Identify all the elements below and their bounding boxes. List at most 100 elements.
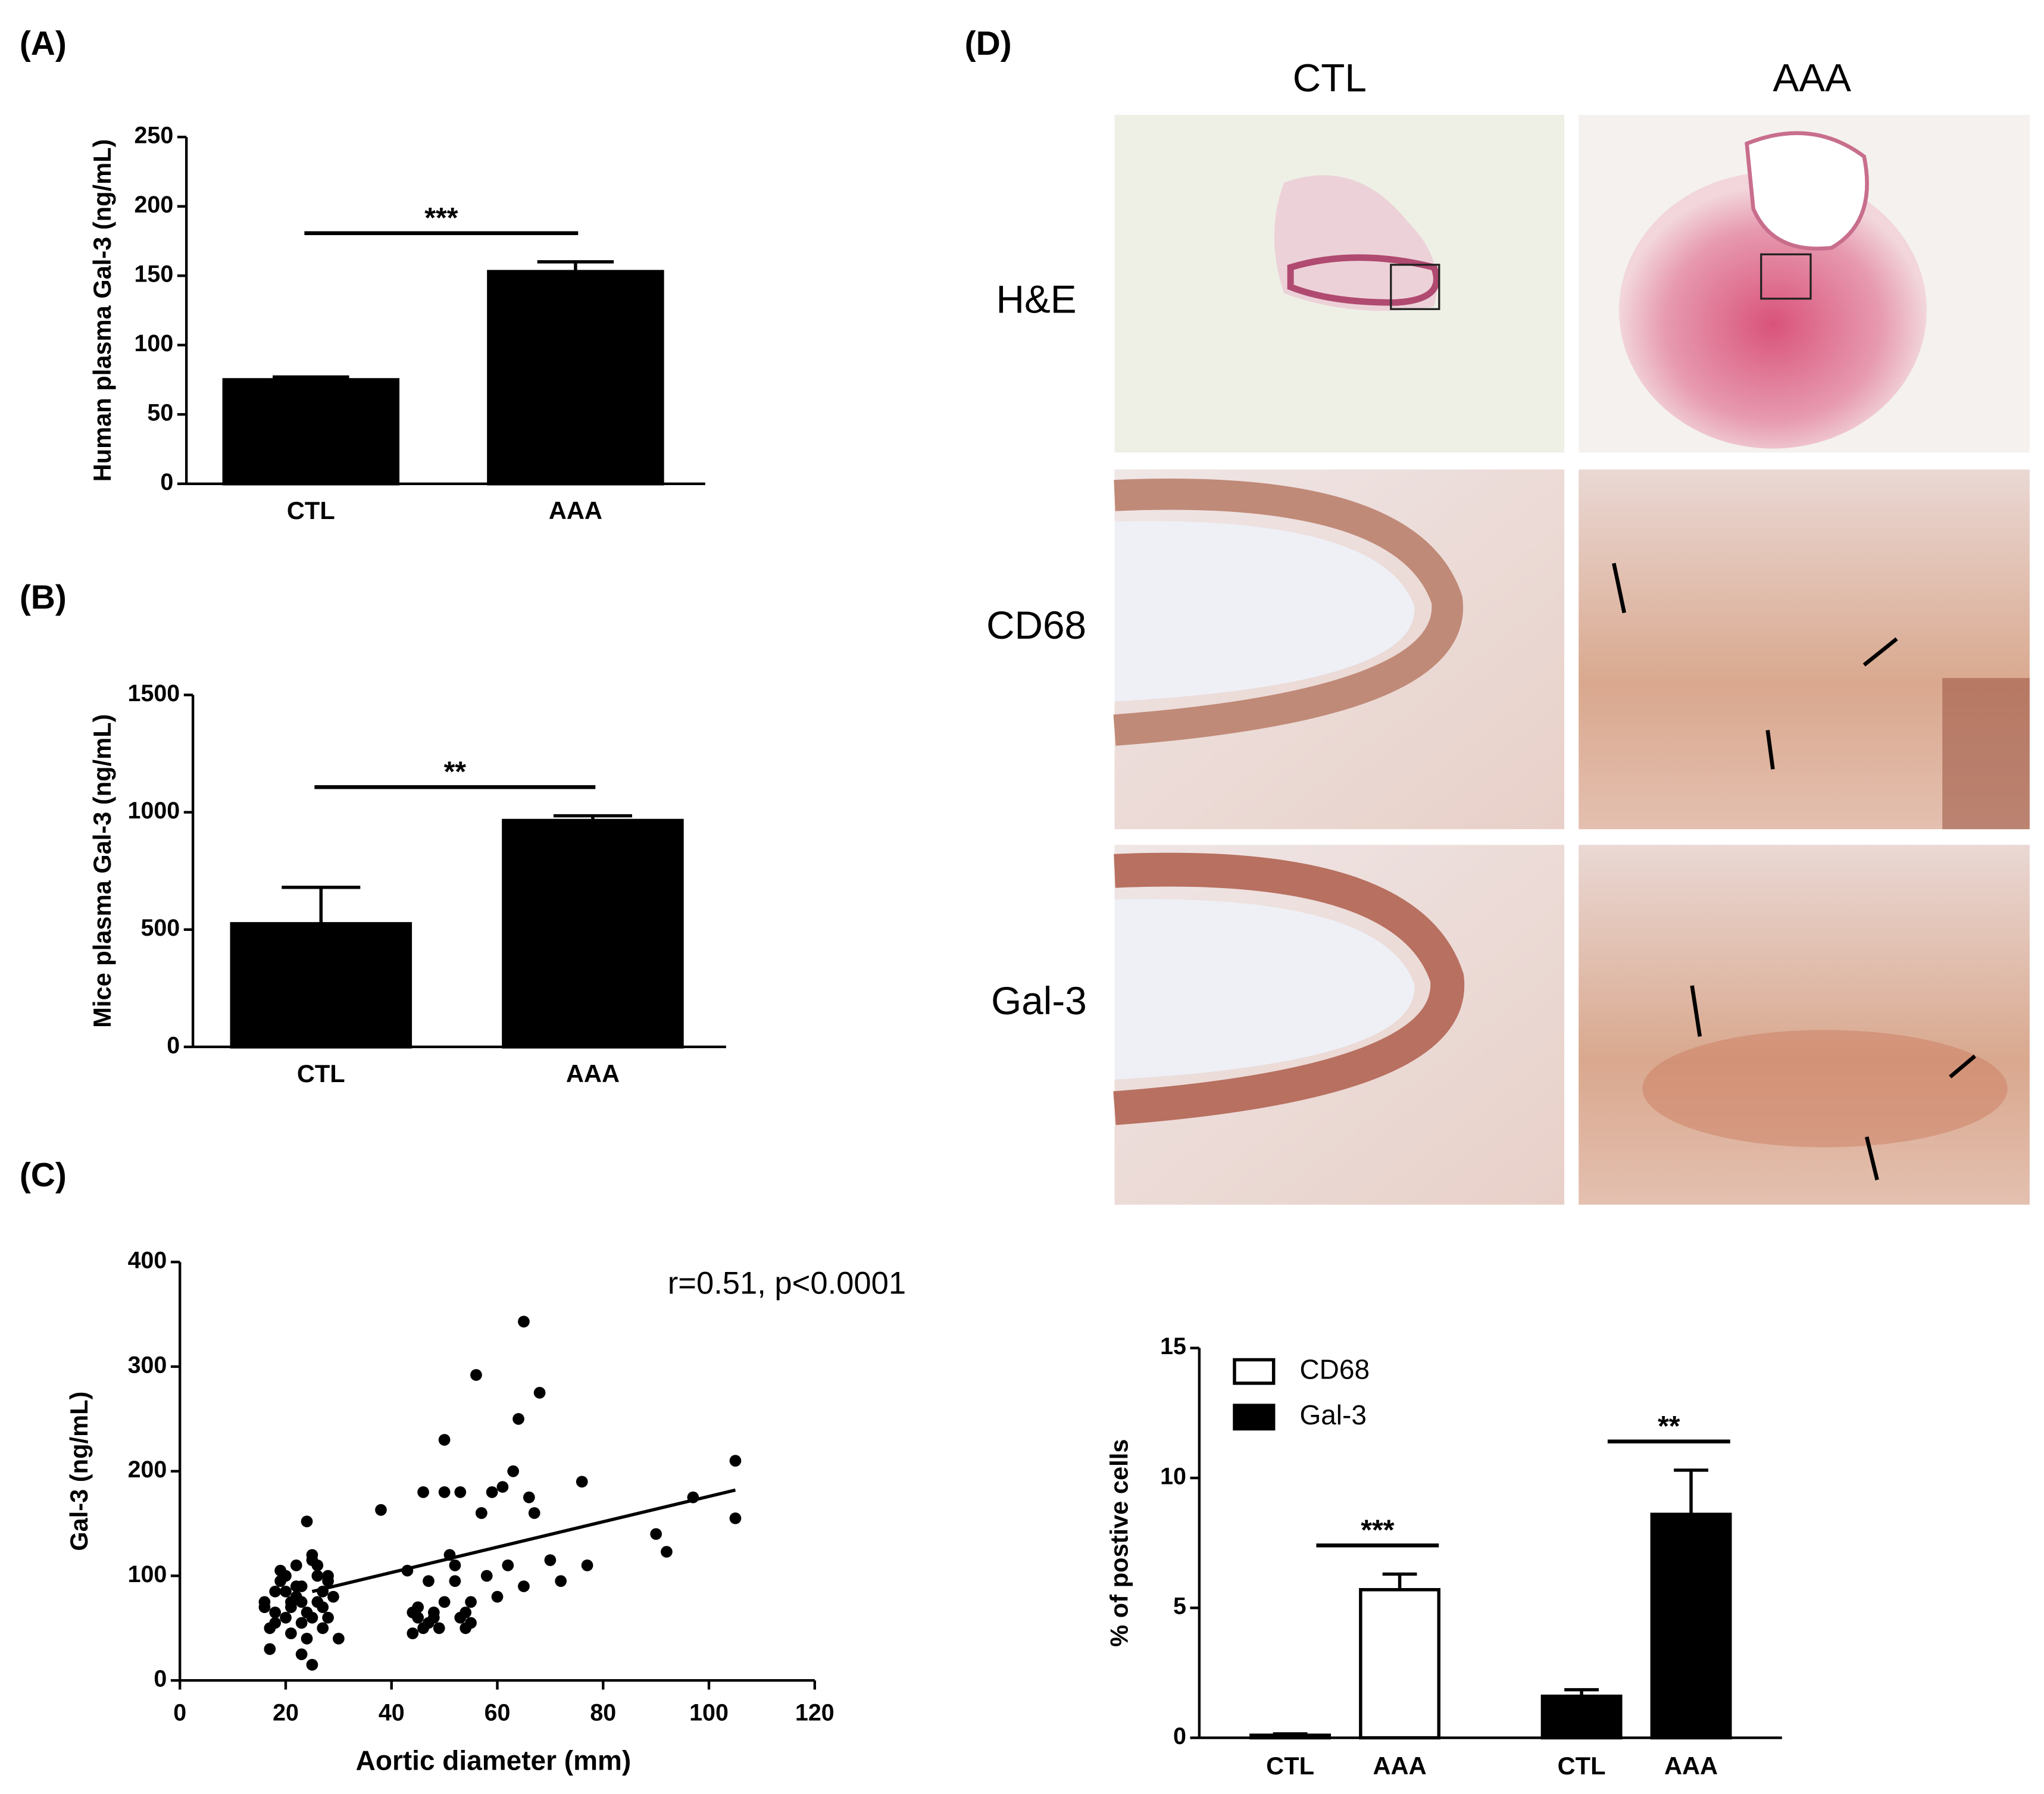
bar [1540, 1694, 1623, 1740]
row-label: Gal-3 [991, 979, 1087, 1023]
point [407, 1607, 419, 1618]
point [480, 1570, 493, 1582]
point [465, 1596, 477, 1608]
point [306, 1659, 318, 1671]
column-label: CTL [1293, 56, 1367, 99]
point [523, 1491, 535, 1504]
y-axis-label: Gal-3 (ng/mL) [65, 1392, 93, 1551]
y-axis-label: Mice plasma Gal-3 (ng/mL) [88, 714, 116, 1028]
point [502, 1559, 514, 1571]
image-gal3-aaa [1579, 845, 2030, 1205]
y-tick-label: 300 [128, 1352, 167, 1378]
point [407, 1627, 419, 1639]
point [518, 1580, 530, 1592]
point [581, 1559, 593, 1571]
point [269, 1585, 282, 1598]
point [375, 1504, 387, 1516]
point [306, 1611, 318, 1624]
x-axis-label: Aortic diameter (mm) [356, 1745, 631, 1776]
point [427, 1611, 440, 1624]
point [438, 1434, 451, 1446]
point [729, 1512, 742, 1524]
y-tick-label: 0 [1173, 1723, 1186, 1749]
point [496, 1481, 509, 1493]
significance-label: *** [424, 202, 458, 235]
point [438, 1596, 451, 1608]
significance-label: ** [444, 756, 467, 788]
y-tick-label: 250 [135, 123, 174, 149]
x-tick-label: 120 [795, 1700, 835, 1726]
point [285, 1627, 297, 1639]
point [301, 1515, 313, 1527]
bar [222, 378, 400, 486]
point [290, 1580, 302, 1592]
point [528, 1507, 540, 1519]
x-tick-label: 0 [173, 1700, 186, 1726]
panel-label: (A) [20, 24, 67, 62]
legend-label: Gal-3 [1299, 1399, 1366, 1430]
y-tick-label: 400 [128, 1248, 167, 1274]
point [423, 1575, 435, 1587]
histology-panel: (D) CTL AAA H&E CD68 Gal-3 [965, 24, 2030, 1205]
point [295, 1617, 308, 1629]
point [295, 1596, 308, 1608]
y-tick-label: 100 [128, 1561, 167, 1587]
x-tick-label: AAA [1664, 1752, 1718, 1780]
point [729, 1455, 742, 1467]
y-tick-label: 15 [1160, 1333, 1186, 1359]
point [290, 1559, 302, 1571]
image-gal3-ctl [1113, 845, 1565, 1205]
point [269, 1607, 282, 1618]
x-tick-label: CTL [297, 1059, 345, 1087]
y-tick-label: 10 [1160, 1463, 1186, 1489]
legend-swatch [1233, 1358, 1276, 1385]
panel-label: (B) [20, 579, 67, 617]
point [327, 1590, 339, 1603]
x-tick-label: CTL [287, 496, 335, 524]
column-label: AAA [1773, 56, 1851, 99]
point [417, 1622, 429, 1634]
point [449, 1559, 461, 1571]
row-label: CD68 [986, 604, 1086, 647]
x-tick-label: 40 [379, 1700, 405, 1726]
point [544, 1554, 557, 1566]
point [507, 1465, 520, 1477]
panel-label: (C) [20, 1156, 67, 1194]
point [280, 1611, 292, 1624]
x-tick-label: AAA [1373, 1752, 1426, 1780]
image-cd68-ctl [1113, 469, 1565, 830]
x-tick-label: 20 [273, 1700, 299, 1726]
point [518, 1315, 530, 1328]
bar [1359, 1588, 1441, 1740]
point [285, 1601, 297, 1614]
point [470, 1369, 482, 1381]
y-tick-label: 500 [140, 915, 180, 941]
point [264, 1643, 276, 1655]
point [322, 1611, 334, 1624]
point [311, 1570, 324, 1582]
point [576, 1476, 588, 1488]
legend-swatch [1233, 1404, 1276, 1431]
bar [487, 270, 664, 486]
bar [230, 922, 412, 1049]
point [449, 1575, 461, 1587]
point [274, 1564, 286, 1577]
y-axis-label: Human plasma Gal-3 (ng/mL) [88, 139, 116, 482]
point [322, 1570, 334, 1582]
y-tick-label: 200 [135, 192, 174, 218]
y-tick-label: 1000 [128, 798, 180, 824]
point [301, 1633, 313, 1645]
point [417, 1486, 429, 1498]
row-label: H&E [996, 278, 1077, 321]
point [512, 1412, 524, 1425]
x-tick-label: CTL [1266, 1752, 1314, 1780]
significance-label: *** [1361, 1514, 1394, 1546]
point [533, 1387, 546, 1399]
y-axis-label: % of postive cells [1105, 1439, 1133, 1647]
bar [1249, 1733, 1332, 1740]
point [555, 1575, 567, 1587]
y-tick-label: 150 [135, 261, 174, 287]
bar [502, 818, 684, 1049]
point [661, 1546, 673, 1558]
